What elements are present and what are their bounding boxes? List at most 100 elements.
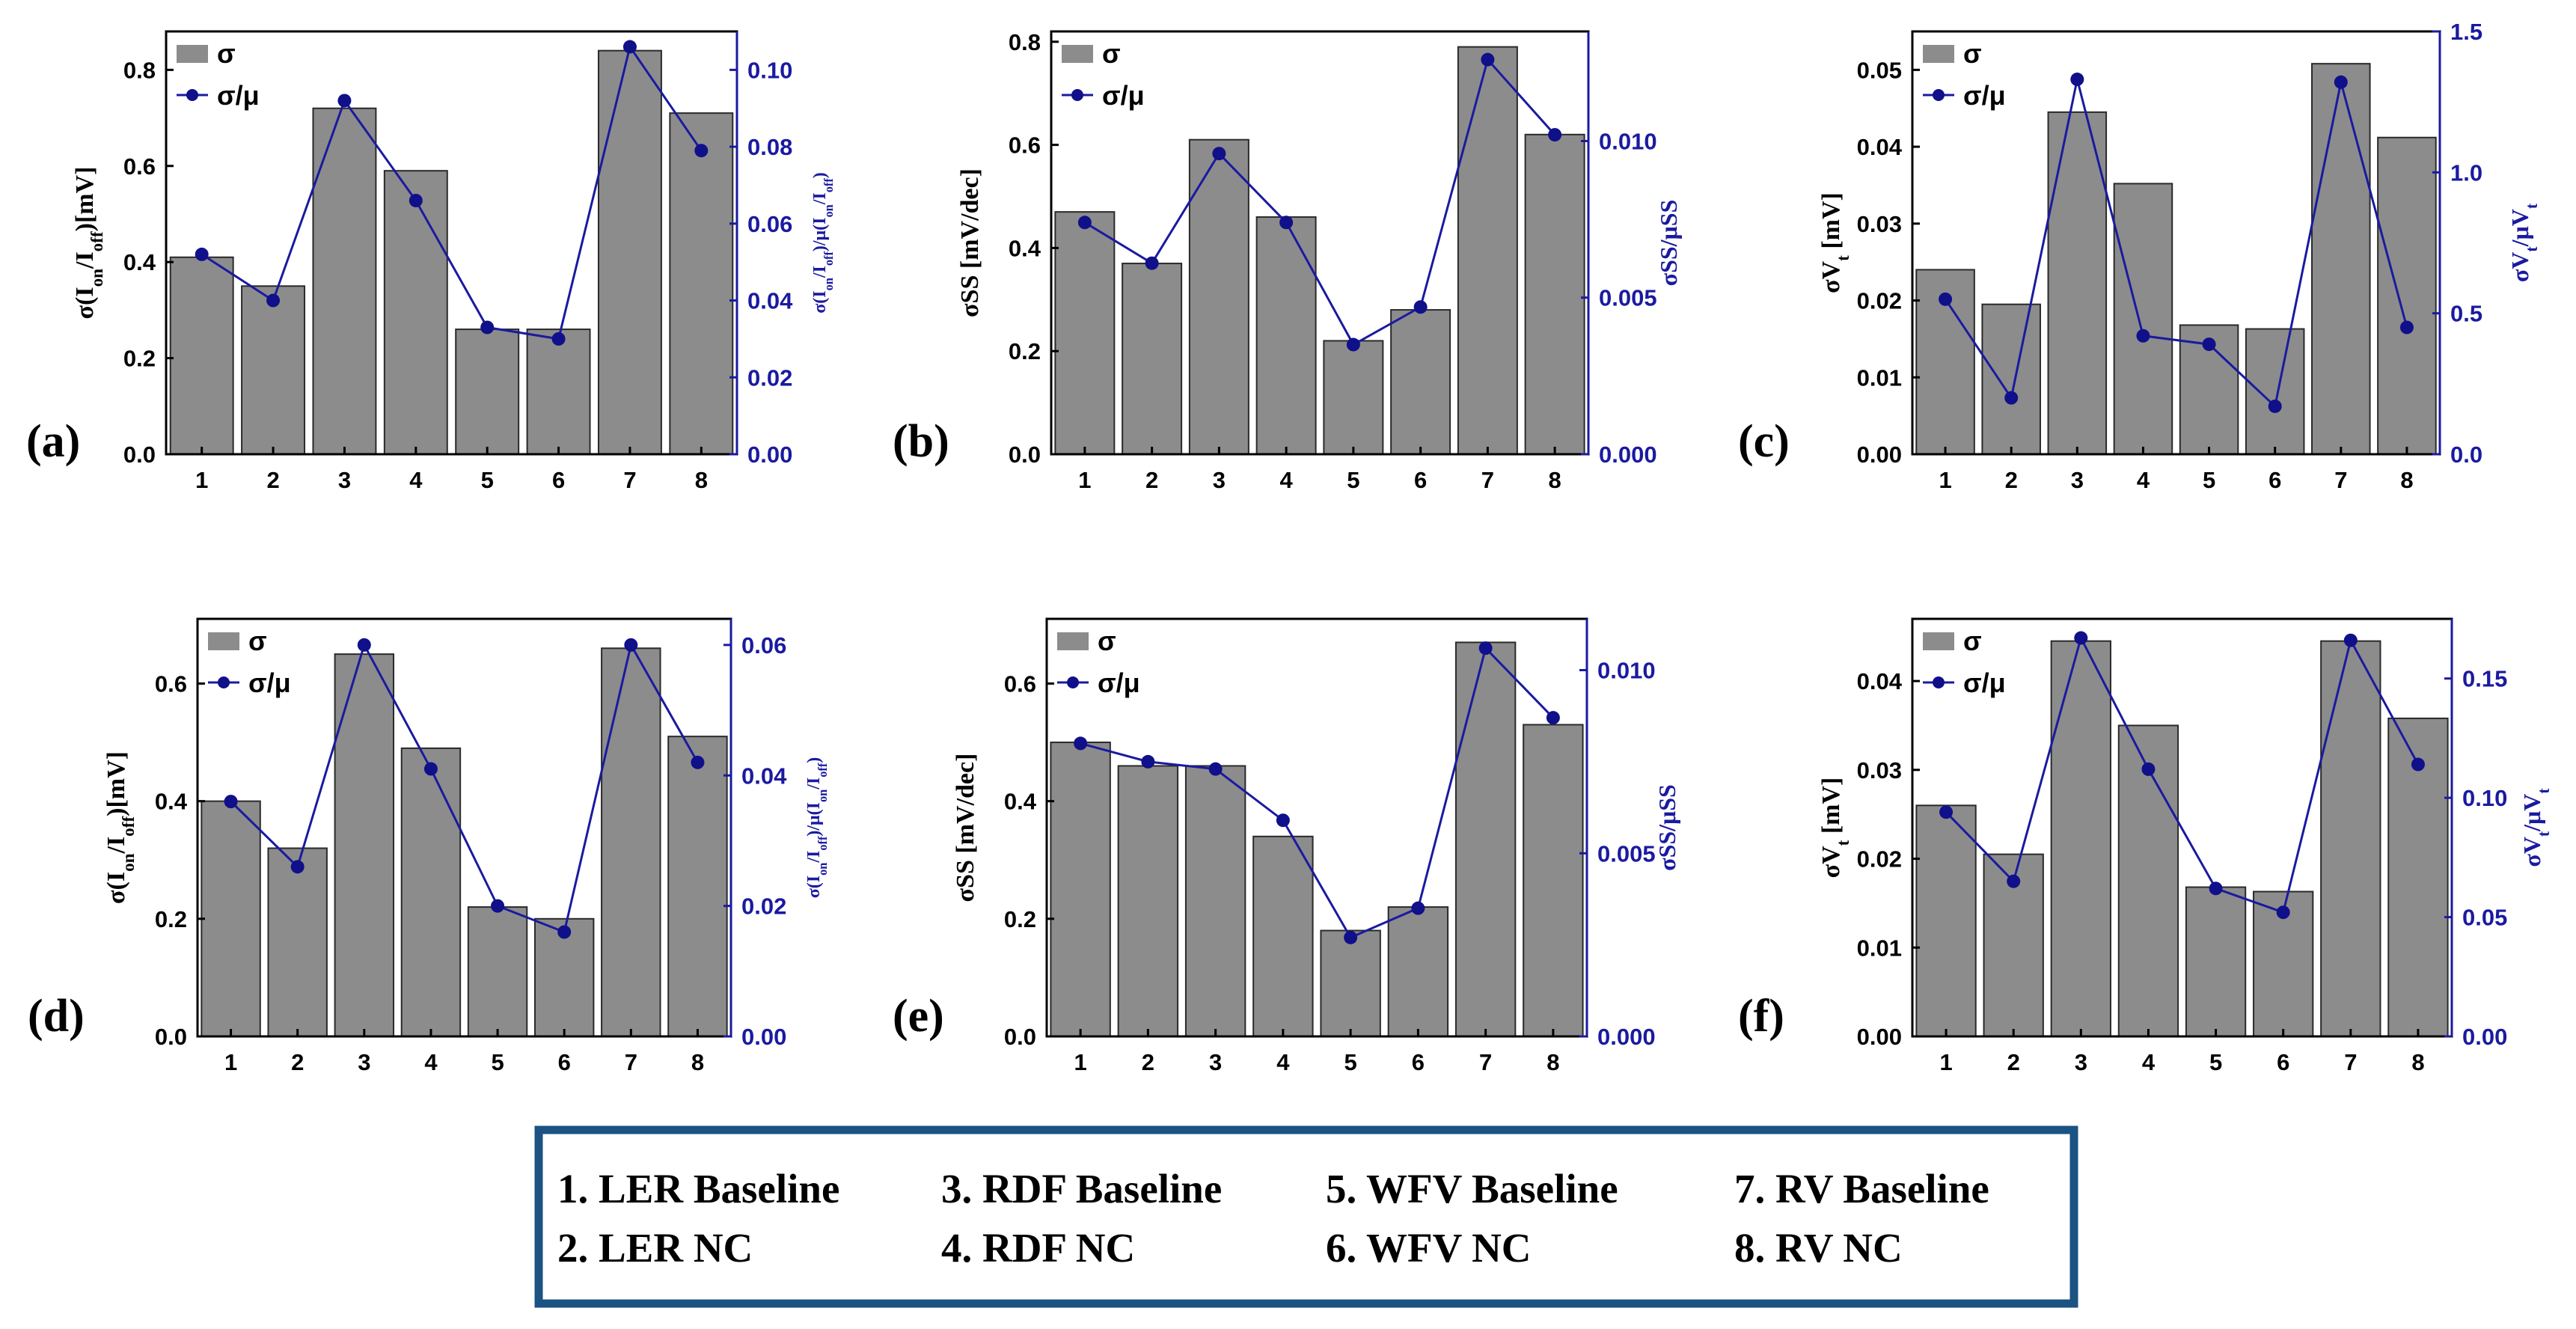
x-tick-label: 7 xyxy=(2334,467,2347,493)
ratio-point xyxy=(1276,813,1290,828)
x-tick-label: 4 xyxy=(1280,467,1294,493)
bar xyxy=(1523,724,1584,1037)
bar xyxy=(1054,211,1116,455)
y2-tick-label: 0.02 xyxy=(747,364,792,391)
legend-bar-swatch xyxy=(1062,45,1093,63)
y2-tick-label: 0.08 xyxy=(747,134,792,160)
x-tick-label: 4 xyxy=(1276,1049,1290,1075)
y2-axis-label: σVt/μVt xyxy=(2518,788,2553,867)
ratio-point xyxy=(2074,631,2088,645)
key-box: 1. LER Baseline 2. LER NC 3. RDF Baselin… xyxy=(534,1125,2078,1308)
y-tick-label: 0.04 xyxy=(1857,134,1903,160)
x-tick-label: 7 xyxy=(1481,467,1494,493)
legend-bar-swatch xyxy=(1057,632,1089,650)
x-tick-label: 7 xyxy=(1479,1049,1492,1075)
x-tick-label: 2 xyxy=(291,1049,304,1075)
bar xyxy=(1981,303,2041,455)
bar xyxy=(1255,216,1317,455)
x-tick-label: 8 xyxy=(1546,1049,1559,1075)
x-tick-label: 1 xyxy=(224,1049,237,1075)
bar xyxy=(383,170,448,455)
x-tick-label: 2 xyxy=(266,467,279,493)
x-tick-label: 8 xyxy=(695,467,708,493)
ratio-point xyxy=(691,755,705,769)
bar xyxy=(2050,640,2111,1037)
legend-bar-swatch xyxy=(208,632,239,650)
panel-label: (c) xyxy=(1738,416,1790,467)
bar xyxy=(1188,138,1249,455)
key-item-3: 3. RDF Baseline xyxy=(941,1166,1222,1212)
x-tick-label: 1 xyxy=(1939,1049,1952,1075)
y2-tick-label: 0.00 xyxy=(741,1024,786,1050)
key-item-5: 5. WFV Baseline xyxy=(1326,1166,1618,1212)
x-tick-label: 6 xyxy=(2277,1049,2289,1075)
legend-line-marker xyxy=(186,89,198,101)
x-tick-label: 3 xyxy=(358,1049,370,1075)
x-tick-label: 6 xyxy=(2268,467,2281,493)
bar xyxy=(1252,835,1314,1037)
ratio-point xyxy=(1411,901,1425,915)
x-tick-label: 8 xyxy=(2400,467,2413,493)
x-tick-label: 8 xyxy=(2411,1049,2424,1075)
y-axis-label: σ(Ion/Ioff)[mV] xyxy=(103,751,138,904)
ratio-point xyxy=(1279,216,1294,230)
key-item-4: 4. RDF NC xyxy=(941,1225,1135,1271)
y-tick-label: 0.4 xyxy=(123,249,156,275)
y-tick-label: 0.04 xyxy=(1857,668,1903,694)
x-tick-label: 3 xyxy=(1209,1049,1222,1075)
y2-tick-label: 0.010 xyxy=(1599,128,1657,154)
legend-line-label: σ/μ xyxy=(1963,80,2006,111)
x-tick-label: 5 xyxy=(2203,467,2215,493)
y2-tick-label: 0.04 xyxy=(741,763,787,789)
y2-axis-label: σ(Ion/Ioff)/μ(Ion/Ioff) xyxy=(804,757,830,899)
x-tick-label: 8 xyxy=(691,1049,704,1075)
key-border xyxy=(534,1125,2078,1308)
y-tick-label: 0.6 xyxy=(123,153,156,180)
ratio-point xyxy=(1546,711,1560,725)
ratio-point xyxy=(491,899,505,913)
x-tick-label: 5 xyxy=(1344,1049,1357,1075)
ratio-point xyxy=(1344,930,1358,944)
legend-bar-swatch xyxy=(177,45,208,63)
bar xyxy=(1387,906,1449,1038)
ratio-point xyxy=(2202,337,2216,352)
ratio-point xyxy=(1212,147,1226,161)
ratio-point xyxy=(1478,641,1493,656)
y-tick-label: 0.02 xyxy=(1857,846,1902,873)
legend-bar-swatch xyxy=(1923,45,1954,63)
y-tick-label: 0.05 xyxy=(1857,57,1902,83)
ratio-line xyxy=(1080,646,1554,939)
x-tick-label: 3 xyxy=(2071,467,2084,493)
ratio-point xyxy=(195,247,209,261)
ratio-point xyxy=(1939,292,1953,306)
y2-tick-label: 0.000 xyxy=(1597,1024,1656,1050)
y-tick-label: 0.02 xyxy=(1857,288,1902,314)
ratio-point xyxy=(337,94,352,108)
legend-line-label: σ/μ xyxy=(217,80,260,111)
x-tick-label: 1 xyxy=(1939,467,1951,493)
x-tick-label: 3 xyxy=(2075,1049,2087,1075)
y-axis-label: σVt [mV] xyxy=(1817,777,1853,879)
bar xyxy=(1524,133,1585,455)
ratio-line xyxy=(201,43,703,340)
y2-tick-label: 0.005 xyxy=(1599,285,1657,311)
ratio-point xyxy=(2007,874,2021,888)
bar xyxy=(2113,183,2173,455)
ratio-point xyxy=(2343,633,2358,647)
bar xyxy=(1320,929,1381,1037)
y-tick-label: 0.01 xyxy=(1857,364,1902,391)
x-tick-label: 1 xyxy=(1074,1049,1087,1075)
y2-tick-label: 0.06 xyxy=(741,632,786,659)
legend-line-label: σ/μ xyxy=(248,667,291,698)
x-tick-label: 5 xyxy=(1347,467,1359,493)
ratio-point xyxy=(2268,399,2282,413)
bar xyxy=(597,49,662,455)
ratio-point xyxy=(480,320,495,334)
ratio-point xyxy=(2399,320,2414,334)
legend-bar-swatch xyxy=(1923,632,1954,650)
bar xyxy=(1457,46,1518,456)
legend-bar-label: σ xyxy=(217,38,236,69)
y-tick-label: 0.6 xyxy=(1009,132,1041,159)
bar xyxy=(241,285,306,455)
x-tick-label: 6 xyxy=(1412,1049,1425,1075)
